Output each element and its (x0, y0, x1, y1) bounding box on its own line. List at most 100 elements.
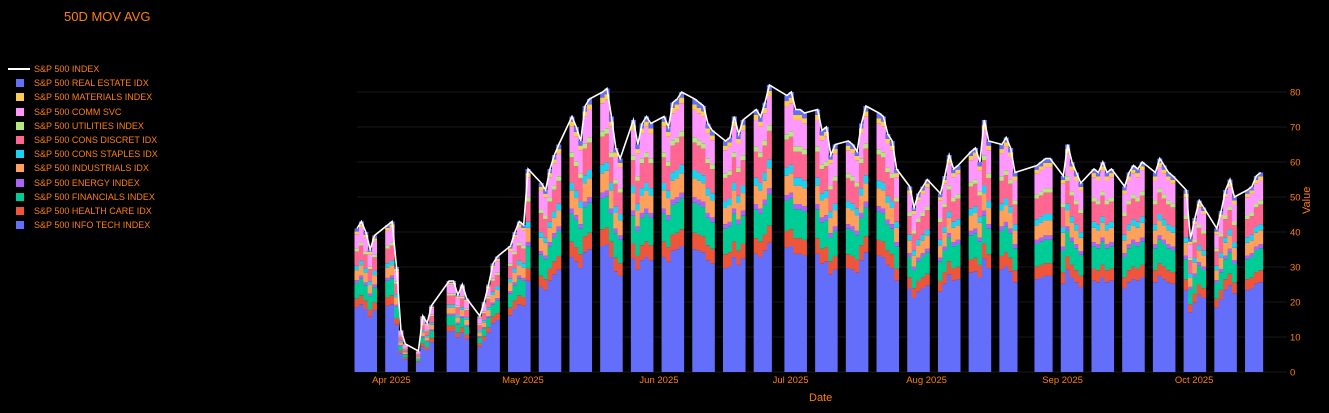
legend-item[interactable]: S&P 500 INDUSTRIALS IDX (8, 161, 158, 175)
bar-segment (516, 295, 522, 305)
bar-segment (1218, 252, 1224, 258)
bar-segment (907, 212, 913, 217)
bar-segment (516, 245, 522, 261)
bar-segment (538, 275, 544, 287)
bar-segment (512, 309, 518, 372)
bar-segment (665, 215, 671, 221)
bar-segment (758, 116, 764, 122)
bar-segment (1069, 277, 1075, 372)
bar-segment (481, 336, 487, 341)
bar-segment (1104, 180, 1110, 201)
bar-segment (372, 238, 378, 241)
bar-segment (762, 113, 768, 141)
bar-segment (1130, 219, 1136, 226)
bar-segment (635, 149, 641, 154)
bar-segment (508, 282, 514, 292)
bar-segment (845, 254, 851, 269)
bar-segment (801, 188, 807, 207)
y-tick-label: 80 (1290, 88, 1301, 99)
legend-item[interactable]: S&P 500 MATERIALS INDEX (8, 90, 158, 104)
bar-segment (481, 304, 487, 312)
bar-segment (1122, 253, 1128, 257)
bar-segment (604, 244, 610, 372)
legend-item[interactable]: S&P 500 CONS STAPLES IDX (8, 147, 158, 161)
legend-item[interactable]: S&P 500 REAL ESTATE IDX (8, 76, 158, 90)
x-tick-label: Jul 2025 (773, 375, 809, 386)
bar-segment (1100, 277, 1106, 372)
legend-item[interactable]: S&P 500 INDEX (8, 62, 158, 76)
bar-segment (670, 107, 676, 114)
bar-segment (1161, 173, 1167, 195)
legend-item[interactable]: S&P 500 HEALTH CARE IDX (8, 204, 158, 218)
bar-segment (665, 136, 671, 162)
bar-segment (1038, 166, 1044, 171)
bar-segment (740, 125, 746, 131)
legend-item[interactable]: S&P 500 COMM SVC (8, 105, 158, 119)
bar-segment (490, 316, 496, 324)
bar-segment (648, 195, 654, 213)
bar-segment (354, 270, 360, 281)
bar-segment (1060, 283, 1066, 372)
bar-segment (937, 291, 943, 372)
bar-segment (784, 95, 790, 102)
bar-segment (854, 235, 860, 260)
bar-segment (951, 227, 957, 243)
bar-segment (784, 200, 790, 231)
bar-segment (986, 228, 992, 255)
legend[interactable]: S&P 500 INDEX S&P 500 REAL ESTATE IDX S&P … (8, 62, 158, 232)
bar-segment (1253, 246, 1259, 251)
bar-segment (600, 164, 606, 174)
bar-segment (556, 180, 562, 204)
bar-segment (977, 195, 983, 217)
bar-segment (788, 164, 794, 174)
bar-segment (1060, 232, 1066, 247)
bar-segment (481, 313, 487, 321)
bar-segment (1245, 237, 1251, 243)
bar-segment (889, 254, 895, 269)
bar-segment (613, 183, 619, 207)
bar-segment (986, 150, 992, 174)
bar-segment (951, 268, 957, 281)
bar-segment (1249, 256, 1255, 278)
bar-segment (481, 322, 487, 328)
bar-segment (451, 282, 457, 285)
bar-segment (551, 189, 557, 212)
bar-segment (429, 316, 435, 323)
x-axis-title: Date (809, 392, 833, 404)
bar-segment (1008, 257, 1014, 272)
bar-segment (354, 307, 360, 372)
bar-segment (1122, 212, 1128, 217)
bar-segment (876, 149, 882, 155)
bar-segment (762, 107, 768, 114)
bar-segment (937, 200, 943, 219)
bar-segment (815, 114, 821, 120)
x-tick-label: Jun 2025 (639, 375, 678, 386)
bar-segment (1008, 183, 1014, 207)
bar-segment (393, 281, 399, 284)
legend-item[interactable]: S&P 500 UTILITIES INDEX (8, 119, 158, 133)
bar-segment (1245, 190, 1251, 194)
bar-segment (1073, 244, 1079, 249)
bar-segment (1196, 227, 1202, 246)
bar-segment (1170, 176, 1176, 180)
bar-segment (1139, 191, 1145, 196)
bar-segment (1201, 255, 1207, 267)
bar-segment (1078, 254, 1084, 276)
bar-segment (885, 172, 891, 196)
bar-segment (429, 324, 435, 330)
bar-segment (451, 313, 457, 316)
bar-segment (402, 359, 408, 372)
legend-item[interactable]: S&P 500 FINANCIALS INDEX (8, 190, 158, 204)
bar-segment (1065, 180, 1071, 204)
bar-segment (1047, 220, 1053, 236)
bar-segment (850, 230, 856, 256)
legend-item[interactable]: S&P 500 INFO TECH INDEX (8, 218, 158, 232)
legend-item[interactable]: S&P 500 CONS DISCRET IDX (8, 133, 158, 147)
bar-segment (942, 183, 948, 204)
bar-segment (389, 242, 395, 246)
bar-segment (784, 195, 790, 201)
bar-segment (1166, 270, 1172, 283)
bar-segment (1109, 280, 1115, 372)
bar-segment (1170, 207, 1176, 227)
legend-item[interactable]: S&P 500 ENERGY INDEX (8, 176, 158, 190)
